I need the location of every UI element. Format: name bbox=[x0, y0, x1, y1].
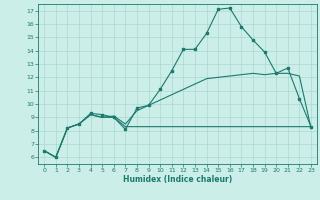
X-axis label: Humidex (Indice chaleur): Humidex (Indice chaleur) bbox=[123, 175, 232, 184]
